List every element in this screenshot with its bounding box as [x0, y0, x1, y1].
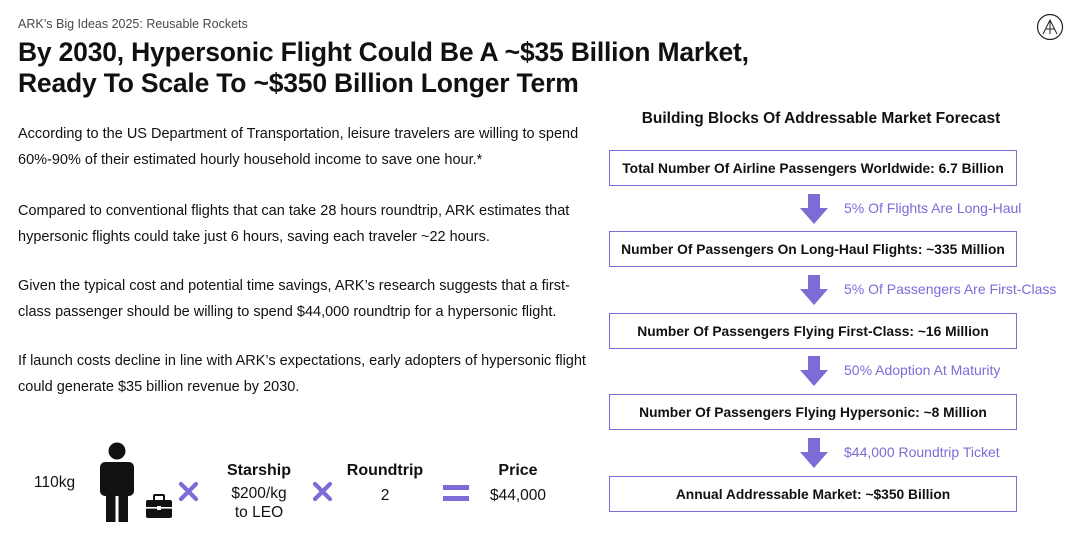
- forecast-box-first-class: Number Of Passengers Flying First-Class:…: [609, 313, 1017, 349]
- title-line-1: By 2030, Hypersonic Flight Could Be A ~$…: [18, 37, 749, 67]
- starship-cost: $200/kg: [231, 485, 287, 502]
- down-arrow-icon: [800, 194, 828, 224]
- multiply-icon: [312, 481, 333, 502]
- step-first-class: 5% Of Passengers Are First-Class: [844, 281, 1057, 297]
- price-heading: Price: [498, 462, 538, 479]
- briefcase-icon: [146, 494, 172, 518]
- equals-icon: [443, 485, 469, 501]
- step-adoption: 50% Adoption At Maturity: [844, 362, 1001, 378]
- forecast-box-market: Annual Addressable Market: ~$350 Billion: [609, 476, 1017, 512]
- multiply-icon: [178, 481, 199, 502]
- paragraph-revenue: If launch costs decline in line with ARK…: [18, 353, 586, 395]
- forecast-box-total-passengers: Total Number Of Airline Passengers World…: [609, 150, 1017, 186]
- roundtrip-heading: Roundtrip: [346, 462, 424, 479]
- person-icon: [100, 442, 134, 522]
- forecast-box-long-haul: Number Of Passengers On Long-Haul Flight…: [609, 231, 1017, 267]
- forecast-title: Building Blocks Of Addressable Market Fo…: [641, 110, 1001, 127]
- price-value: $44,000: [489, 487, 547, 504]
- down-arrow-icon: [800, 438, 828, 468]
- title-line-2: Ready To Scale To ~$350 Billion Longer T…: [18, 68, 579, 98]
- report-kicker: ARK’s Big Ideas 2025: Reusable Rockets: [18, 17, 248, 31]
- step-ticket: $44,000 Roundtrip Ticket: [844, 444, 1000, 460]
- paragraph-time-savings: Compared to conventional flights that ca…: [18, 203, 570, 245]
- starship-destination: to LEO: [234, 504, 284, 521]
- step-long-haul: 5% Of Flights Are Long-Haul: [844, 200, 1022, 216]
- starship-heading: Starship: [226, 462, 291, 479]
- page-title: By 2030, Hypersonic Flight Could Be A ~$…: [18, 37, 749, 99]
- roundtrip-value: 2: [380, 487, 390, 504]
- down-arrow-icon: [800, 275, 828, 305]
- paragraph-willingness: According to the US Department of Transp…: [18, 126, 579, 168]
- weight-label: 110kg: [34, 474, 76, 491]
- down-arrow-icon: [800, 356, 828, 386]
- ark-logo-icon: [1036, 13, 1064, 41]
- paragraph-price: Given the typical cost and potential tim…: [18, 278, 570, 320]
- forecast-box-hypersonic: Number Of Passengers Flying Hypersonic: …: [609, 394, 1017, 430]
